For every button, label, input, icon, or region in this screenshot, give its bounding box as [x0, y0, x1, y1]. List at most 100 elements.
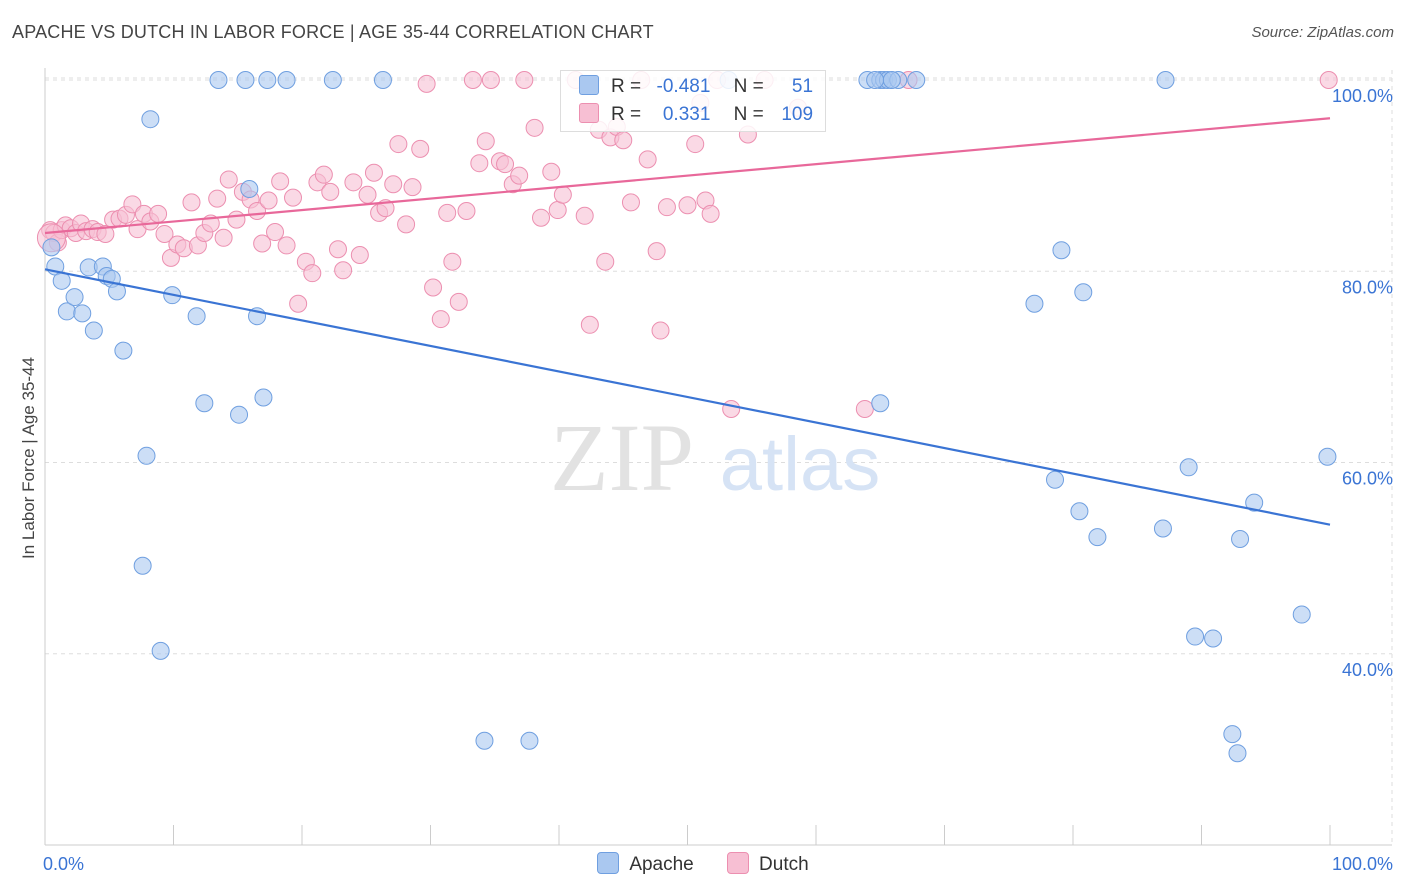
dutch-point[interactable]: [344, 173, 363, 192]
dutch-point[interactable]: [614, 131, 633, 150]
dutch-point[interactable]: [182, 193, 201, 212]
apache-point[interactable]: [258, 71, 277, 89]
apache-point[interactable]: [323, 71, 342, 89]
apache-point[interactable]: [195, 394, 214, 413]
dutch-point[interactable]: [678, 196, 697, 215]
apache-point[interactable]: [187, 307, 206, 326]
dutch-point[interactable]: [548, 201, 567, 220]
apache-point[interactable]: [1052, 241, 1071, 260]
apache-point[interactable]: [871, 394, 890, 413]
apache-point[interactable]: [907, 71, 926, 89]
dutch-point[interactable]: [289, 294, 308, 313]
dutch-point[interactable]: [358, 185, 377, 204]
dutch-point[interactable]: [227, 210, 246, 229]
apache-point[interactable]: [42, 238, 61, 257]
dutch-point[interactable]: [553, 185, 572, 204]
dutch-point[interactable]: [515, 71, 534, 89]
apache-point[interactable]: [141, 110, 160, 129]
apache-point[interactable]: [1088, 528, 1107, 547]
apache-point[interactable]: [866, 71, 885, 89]
dutch-point[interactable]: [855, 399, 874, 418]
apache-point[interactable]: [230, 405, 249, 424]
dutch-point[interactable]: [214, 228, 233, 247]
dutch-point[interactable]: [314, 165, 333, 184]
dutch-point[interactable]: [284, 188, 303, 207]
dutch-point[interactable]: [525, 118, 544, 137]
apache-point[interactable]: [1070, 502, 1089, 521]
dutch-point[interactable]: [271, 172, 290, 191]
apache-point[interactable]: [1179, 458, 1198, 477]
dutch-point[interactable]: [651, 321, 670, 340]
dutch-point[interactable]: [431, 310, 450, 329]
dutch-point[interactable]: [253, 234, 272, 253]
dutch-point[interactable]: [463, 71, 482, 89]
dutch-point[interactable]: [350, 245, 369, 264]
apache-point[interactable]: [1025, 294, 1044, 313]
apache-point[interactable]: [1292, 605, 1311, 624]
dutch-point[interactable]: [384, 175, 403, 194]
apache-point[interactable]: [1186, 627, 1205, 646]
dutch-point[interactable]: [496, 155, 515, 174]
apache-point[interactable]: [151, 641, 170, 660]
apache-point[interactable]: [1223, 725, 1242, 744]
dutch-point[interactable]: [481, 71, 500, 89]
dutch-point[interactable]: [647, 242, 666, 261]
dutch-point[interactable]: [389, 135, 408, 154]
dutch-point[interactable]: [123, 195, 142, 214]
dutch-point[interactable]: [476, 132, 495, 151]
apache-point[interactable]: [1074, 283, 1093, 302]
dutch-point[interactable]: [621, 193, 640, 212]
apache-point[interactable]: [1228, 744, 1247, 763]
dutch-point[interactable]: [449, 292, 468, 311]
dutch-point[interactable]: [321, 182, 340, 201]
apache-point[interactable]: [1245, 493, 1264, 512]
dutch-point[interactable]: [1319, 71, 1338, 89]
apache-point[interactable]: [137, 446, 156, 465]
dutch-point[interactable]: [411, 139, 430, 158]
apache-point[interactable]: [1318, 447, 1337, 466]
dutch-point[interactable]: [417, 74, 436, 93]
dutch-point[interactable]: [638, 150, 657, 169]
apache-point[interactable]: [114, 341, 133, 360]
dutch-point[interactable]: [596, 252, 615, 271]
dutch-point[interactable]: [259, 191, 278, 210]
legend-item-dutch[interactable]: Dutch: [727, 852, 809, 876]
dutch-point[interactable]: [457, 202, 476, 221]
apache-point[interactable]: [65, 288, 84, 307]
dutch-point[interactable]: [532, 208, 551, 227]
dutch-point[interactable]: [277, 236, 296, 255]
dutch-point[interactable]: [328, 240, 347, 259]
dutch-point[interactable]: [334, 261, 353, 280]
apache-point[interactable]: [1156, 71, 1175, 89]
dutch-point[interactable]: [155, 224, 174, 243]
apache-point[interactable]: [1153, 519, 1172, 538]
dutch-point[interactable]: [397, 215, 416, 234]
apache-point[interactable]: [1204, 629, 1223, 648]
dutch-point[interactable]: [657, 198, 676, 217]
legend-item-apache[interactable]: Apache: [597, 852, 694, 876]
apache-point[interactable]: [133, 556, 152, 575]
dutch-point[interactable]: [443, 252, 462, 271]
apache-point[interactable]: [475, 731, 494, 750]
dutch-point[interactable]: [208, 189, 227, 208]
apache-point[interactable]: [1231, 530, 1250, 548]
dutch-point[interactable]: [149, 204, 168, 223]
apache-point[interactable]: [882, 71, 901, 89]
apache-point[interactable]: [1046, 470, 1065, 489]
apache-point[interactable]: [240, 180, 259, 199]
apache-point[interactable]: [209, 71, 228, 89]
dutch-point[interactable]: [722, 399, 741, 418]
apache-point[interactable]: [277, 71, 296, 89]
dutch-point[interactable]: [438, 203, 457, 222]
dutch-point[interactable]: [542, 162, 561, 181]
dutch-point[interactable]: [580, 315, 599, 334]
dutch-point[interactable]: [686, 135, 705, 154]
dutch-point[interactable]: [403, 178, 422, 197]
dutch-point[interactable]: [470, 154, 489, 173]
dutch-point[interactable]: [364, 163, 383, 182]
apache-point[interactable]: [236, 71, 255, 89]
dutch-point[interactable]: [575, 206, 594, 225]
apache-point[interactable]: [520, 731, 539, 750]
apache-point[interactable]: [73, 304, 92, 323]
dutch-point[interactable]: [96, 224, 115, 243]
